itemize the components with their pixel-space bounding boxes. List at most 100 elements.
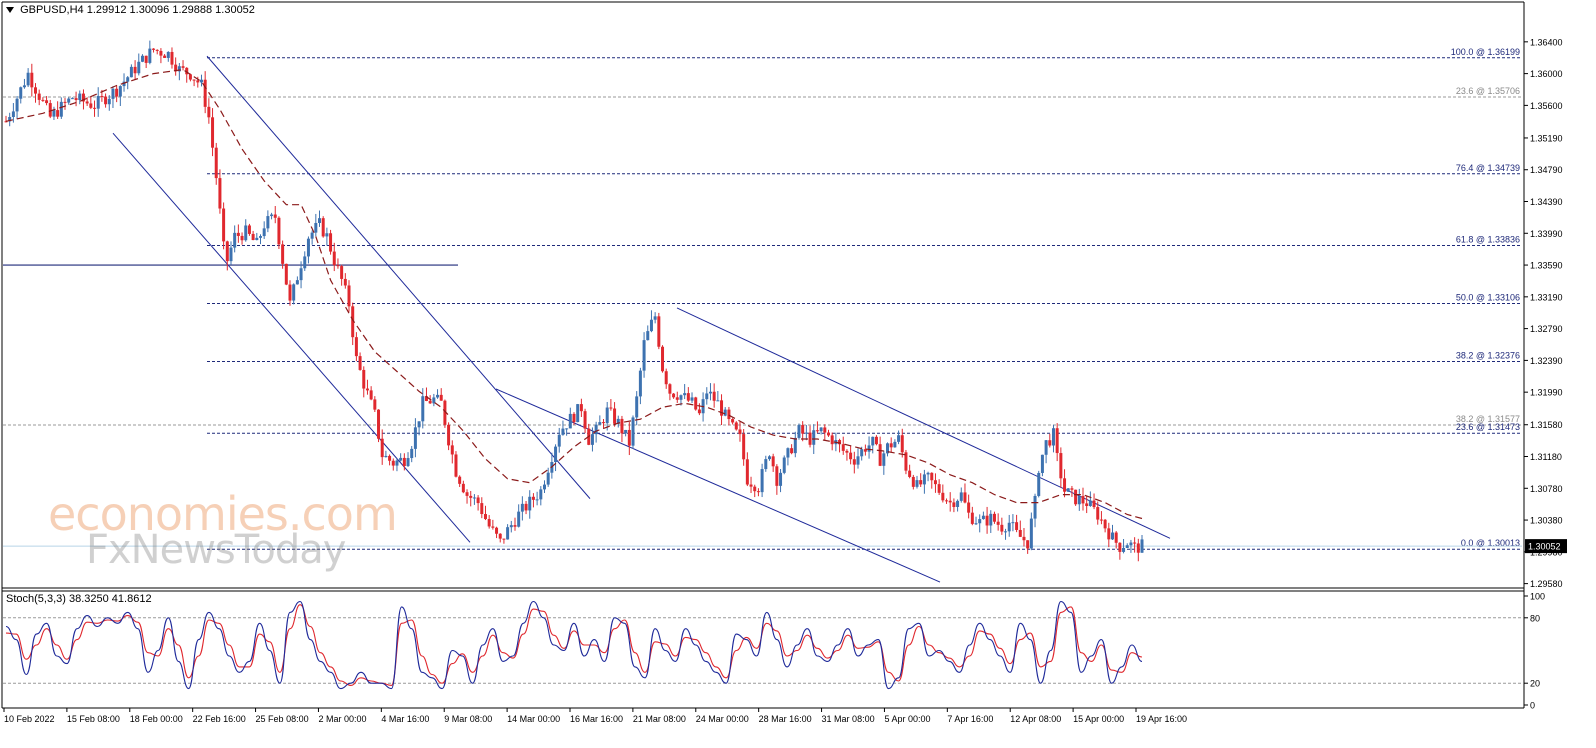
candle-body bbox=[45, 100, 49, 104]
candle-body bbox=[439, 394, 443, 401]
candle-body bbox=[952, 502, 956, 507]
candle-body bbox=[273, 214, 277, 218]
candle-body bbox=[605, 407, 609, 424]
fib-level-label: 61.8 @ 1.33836 bbox=[1456, 235, 1520, 245]
candle-body bbox=[199, 79, 203, 83]
moving-average-line bbox=[5, 68, 1143, 520]
candle-body bbox=[531, 496, 535, 500]
moving-average bbox=[5, 68, 1143, 520]
candle-body bbox=[1110, 532, 1114, 540]
candle-body bbox=[937, 484, 941, 493]
candle-body bbox=[41, 99, 45, 101]
candle-body bbox=[675, 397, 679, 400]
candle-body bbox=[373, 399, 377, 410]
candle-body bbox=[749, 484, 753, 487]
candle-body bbox=[166, 51, 170, 58]
candle-body bbox=[779, 472, 783, 486]
oscillator-header: Stoch(5,3,3) 38.3250 41.8612 bbox=[6, 593, 152, 605]
time-tick-label: 5 Apr 00:00 bbox=[884, 714, 930, 724]
candle-body bbox=[945, 500, 949, 502]
candle-body bbox=[277, 217, 281, 245]
candle-body bbox=[369, 390, 373, 400]
candle-body bbox=[137, 61, 141, 74]
candle-body bbox=[56, 110, 60, 117]
candle-body bbox=[380, 438, 384, 458]
candle-body bbox=[432, 397, 436, 404]
time-tick-label: 22 Feb 16:00 bbox=[193, 714, 246, 724]
candle-body bbox=[384, 455, 388, 458]
time-tick-label: 19 Apr 16:00 bbox=[1136, 714, 1187, 724]
candle-body bbox=[454, 454, 458, 477]
candle-body bbox=[1081, 496, 1085, 504]
candle-body bbox=[631, 417, 635, 446]
candle-body bbox=[797, 425, 801, 438]
candle-body bbox=[996, 521, 1000, 525]
time-tick-label: 18 Feb 00:00 bbox=[130, 714, 183, 724]
candle-body bbox=[236, 232, 240, 236]
trendline bbox=[676, 307, 1171, 539]
candle-body bbox=[163, 55, 167, 58]
candle-body bbox=[565, 428, 569, 430]
candle-body bbox=[911, 476, 915, 487]
candle-body bbox=[1099, 519, 1103, 521]
candle-body bbox=[638, 370, 642, 397]
dropdown-triangle-icon[interactable] bbox=[6, 7, 14, 14]
candle-body bbox=[908, 470, 912, 477]
candle-body bbox=[351, 306, 355, 338]
price-tick-label: 1.35190 bbox=[1530, 133, 1563, 143]
candle-body bbox=[690, 397, 694, 401]
time-tick-label: 31 Mar 08:00 bbox=[822, 714, 875, 724]
time-tick-label: 16 Mar 16:00 bbox=[570, 714, 623, 724]
candle-body bbox=[745, 459, 749, 485]
candle-body bbox=[756, 491, 760, 493]
candle-body bbox=[1033, 495, 1037, 519]
candle-body bbox=[52, 110, 56, 117]
fib-level-label: 100.0 @ 1.36199 bbox=[1451, 47, 1520, 57]
candle-body bbox=[930, 472, 934, 481]
candle-body bbox=[122, 81, 126, 87]
candle-body bbox=[502, 538, 506, 540]
candle-body bbox=[1096, 507, 1100, 520]
candle-body bbox=[624, 429, 628, 434]
candle-body bbox=[207, 106, 211, 118]
candle-body bbox=[767, 456, 771, 460]
candle-body bbox=[697, 409, 701, 414]
candle-body bbox=[1055, 428, 1059, 454]
candle-body bbox=[81, 93, 85, 102]
candle-body bbox=[760, 469, 764, 493]
candle-body bbox=[314, 222, 318, 233]
candle-body bbox=[849, 452, 853, 460]
candle-body bbox=[100, 96, 104, 98]
candle-body bbox=[325, 233, 329, 237]
candle-body bbox=[181, 66, 185, 68]
candle-body bbox=[288, 284, 292, 301]
candle-body bbox=[111, 88, 115, 99]
candle-body bbox=[609, 407, 613, 409]
candle-body bbox=[539, 489, 543, 500]
candle-body bbox=[919, 480, 923, 485]
candle-body bbox=[613, 408, 617, 424]
candle-body bbox=[1000, 524, 1004, 532]
oscillator-tick-label: 100 bbox=[1530, 592, 1545, 602]
candle-body bbox=[129, 66, 133, 78]
time-axis: 10 Feb 2022 15 Feb 08:00 18 Feb 00:00 22 Fe… bbox=[3, 708, 1187, 724]
candle-body bbox=[413, 427, 417, 449]
candle-body bbox=[823, 427, 827, 433]
candle-body bbox=[240, 235, 244, 241]
symbol-label: GBPUSD,H4 bbox=[20, 4, 84, 16]
candle-body bbox=[708, 391, 712, 394]
candle-body bbox=[19, 87, 23, 99]
candle-body bbox=[1026, 540, 1030, 549]
time-tick-label: 2 Mar 00:00 bbox=[318, 714, 366, 724]
candle-body bbox=[886, 443, 890, 454]
candle-body bbox=[978, 519, 982, 524]
candle-body bbox=[465, 492, 469, 496]
oscillator-tick-label: 20 bbox=[1530, 679, 1540, 689]
candle-body bbox=[1063, 478, 1067, 492]
candle-body bbox=[498, 533, 502, 539]
fib-level-label: 76.4 @ 1.34739 bbox=[1456, 163, 1520, 173]
candle-body bbox=[1118, 542, 1122, 552]
candle-body bbox=[1051, 428, 1055, 446]
